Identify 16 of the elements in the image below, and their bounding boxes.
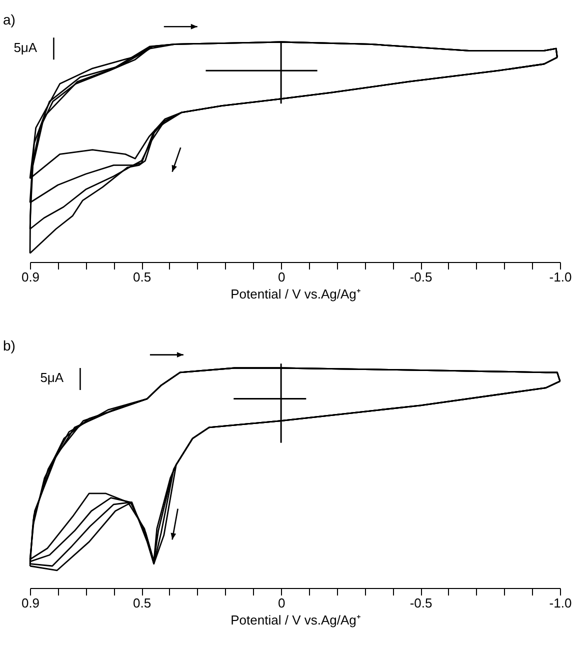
chart-title: b) — [2, 337, 16, 354]
x-axis-title: Potential / V vs.Ag/Ag⁺ — [230, 612, 360, 628]
x-tick-label: 0 — [278, 270, 286, 284]
x-tick-label: 0.5 — [133, 596, 152, 610]
annotation: 5μA — [14, 40, 38, 55]
x-axis-title: Potential / V vs.Ag/Ag⁺ — [230, 286, 360, 302]
x-tick-label: 0 — [278, 596, 286, 610]
x-tick-label: 0.9 — [21, 596, 40, 610]
x-tick-label: 0.9 — [21, 270, 40, 284]
annotation: 5μA — [40, 370, 64, 385]
x-tick-label: -1.0 — [549, 270, 572, 284]
x-tick-label: -0.5 — [410, 270, 432, 284]
x-tick-label: -1.0 — [549, 596, 572, 610]
x-tick-label: -0.5 — [410, 596, 432, 610]
x-tick-label: 0.5 — [133, 270, 152, 284]
chart-title: a) — [2, 11, 16, 28]
